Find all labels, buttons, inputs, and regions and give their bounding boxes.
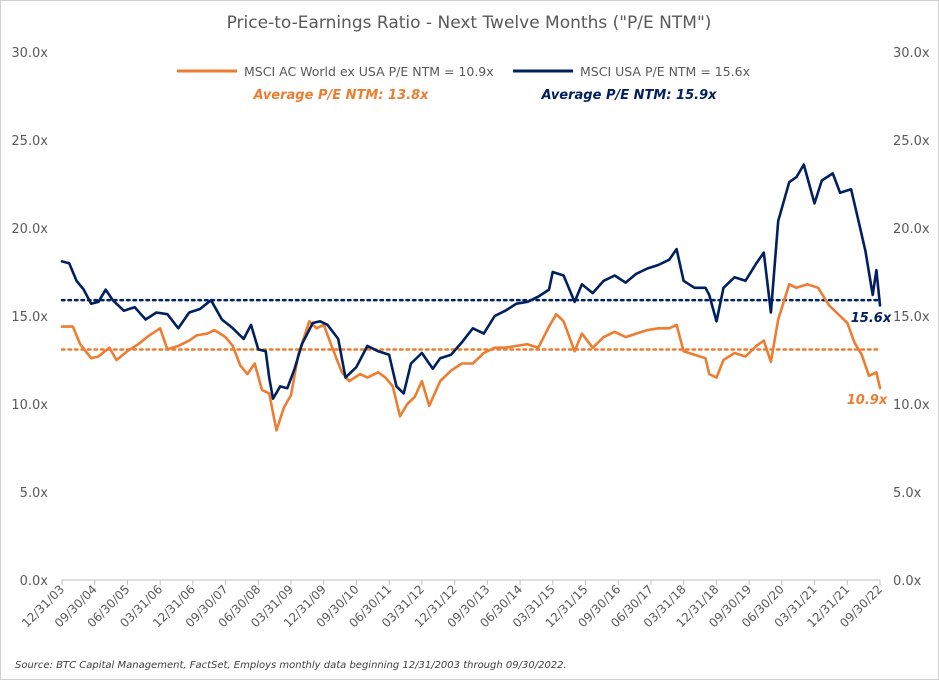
y-tick-label-right: 30.0x [893, 46, 930, 61]
y-tick-label-left: 20.0x [11, 222, 48, 237]
x-axis: 12/31/0309/30/0406/30/0503/31/0612/31/06… [19, 579, 885, 630]
series-line-acwx [60, 282, 882, 432]
y-tick-label-left: 10.0x [11, 398, 48, 413]
average-label-acwx: Average P/E NTM: 13.8x [252, 88, 429, 103]
source-note: Source: BTC Capital Management, FactSet,… [15, 660, 567, 671]
y-tick-label-right: 25.0x [893, 134, 930, 149]
y-tick-label-right: 5.0x [893, 486, 922, 501]
y-tick-label-right: 10.0x [893, 398, 930, 413]
y-axis-right: 0.0x 5.0x 10.0x 15.0x 20.0x 25.0x 30.0x [893, 46, 930, 589]
y-tick-label-right: 20.0x [893, 222, 930, 237]
y-axis-left: 0.0x 5.0x 10.0x 15.0x 20.0x 25.0x 30.0x [11, 46, 48, 589]
legend-label-usa: MSCI USA P/E NTM = 15.6x [580, 64, 750, 79]
y-tick-label-left: 15.0x [11, 310, 48, 325]
chart-title: Price-to-Earnings Ratio - Next Twelve Mo… [227, 13, 712, 33]
y-tick-label-left: 25.0x [11, 134, 48, 149]
average-label-usa: Average P/E NTM: 15.9x [540, 88, 717, 103]
average-lines [60, 298, 882, 351]
end-label-acwx: 10.9x [847, 393, 888, 408]
y-tick-label-left: 30.0x [11, 46, 48, 61]
legend: MSCI AC World ex USA P/E NTM = 10.9x MSC… [177, 64, 750, 103]
series-lines [60, 163, 882, 432]
end-label-usa: 15.6x [851, 311, 892, 326]
y-tick-label-right: 0.0x [893, 574, 922, 589]
y-tick-label-left: 5.0x [20, 486, 49, 501]
series-line-usa [60, 163, 882, 401]
y-tick-label-right: 15.0x [893, 310, 930, 325]
legend-label-acwx: MSCI AC World ex USA P/E NTM = 10.9x [244, 64, 494, 79]
y-tick-label-left: 0.0x [20, 574, 49, 589]
